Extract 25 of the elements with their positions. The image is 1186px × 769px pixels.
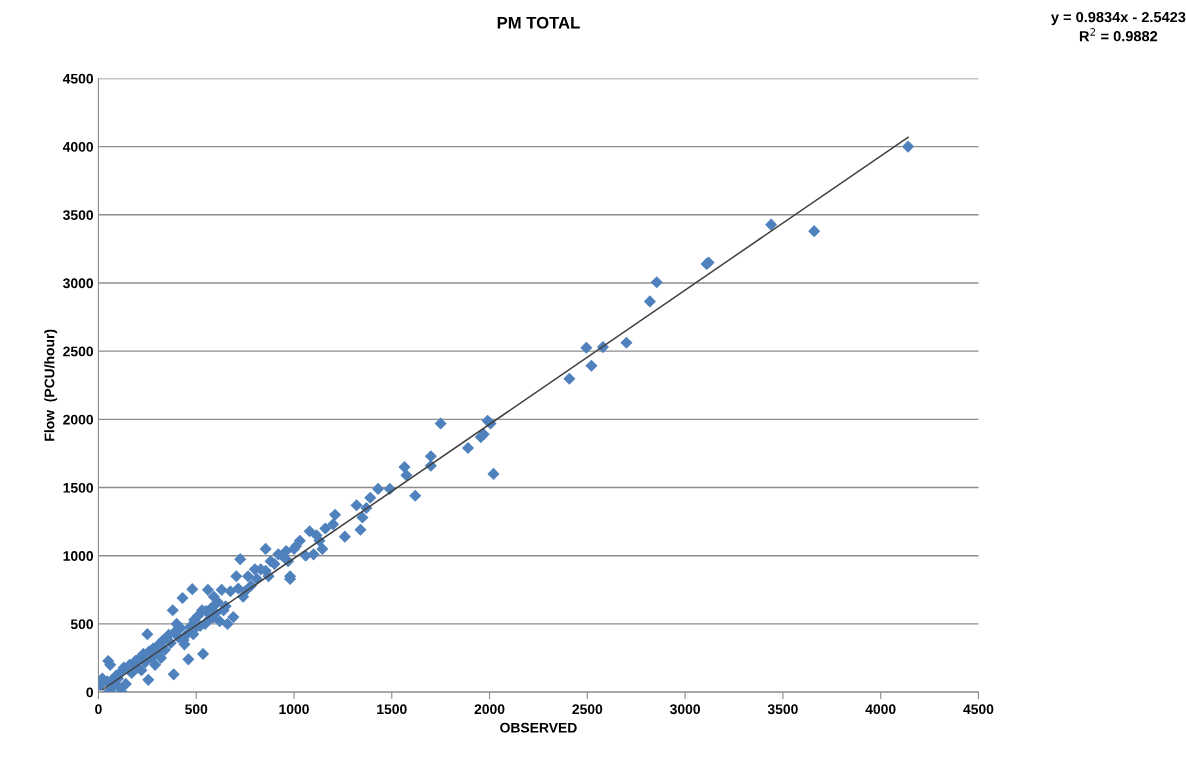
text: y = 0.9834x - 2.5423 (1051, 11, 1186, 26)
text: R$^{2}$ = 0.9882 (1079, 28, 1158, 42)
y-tick-label: 2500 (63, 346, 94, 357)
y-tick-label: 1000 (63, 551, 94, 561)
x-tick-label: 3000 (669, 704, 700, 715)
y-tick-label: 3000 (63, 278, 94, 289)
x-tick-label: 4000 (865, 704, 896, 715)
chart-title: PM TOTAL (497, 16, 580, 29)
x-tick-label: 500 (185, 704, 208, 715)
x-axis-title: OBSERVED (500, 722, 577, 733)
x-tick-label: 2000 (474, 704, 505, 715)
y-tick-label: 3500 (63, 210, 94, 220)
x-tick-label: 2500 (572, 704, 603, 715)
y-tick-label: 4000 (62, 141, 94, 152)
y-tick-label: 500 (70, 619, 94, 630)
x-tick-label: 3500 (767, 704, 798, 715)
x-tick-label: 0 (95, 704, 102, 715)
y-tick-label: 0 (86, 687, 94, 698)
y-tick-label: 1500 (63, 482, 94, 493)
x-tick-label: 4500 (963, 704, 994, 715)
y-tick-label: 4500 (62, 73, 94, 84)
x-tick-label: 1000 (279, 704, 309, 715)
y-axis-title: Flow (PCU/hour) (44, 329, 58, 441)
y-tick-label: 2000 (63, 414, 94, 425)
x-tick-label: 1500 (377, 704, 407, 715)
